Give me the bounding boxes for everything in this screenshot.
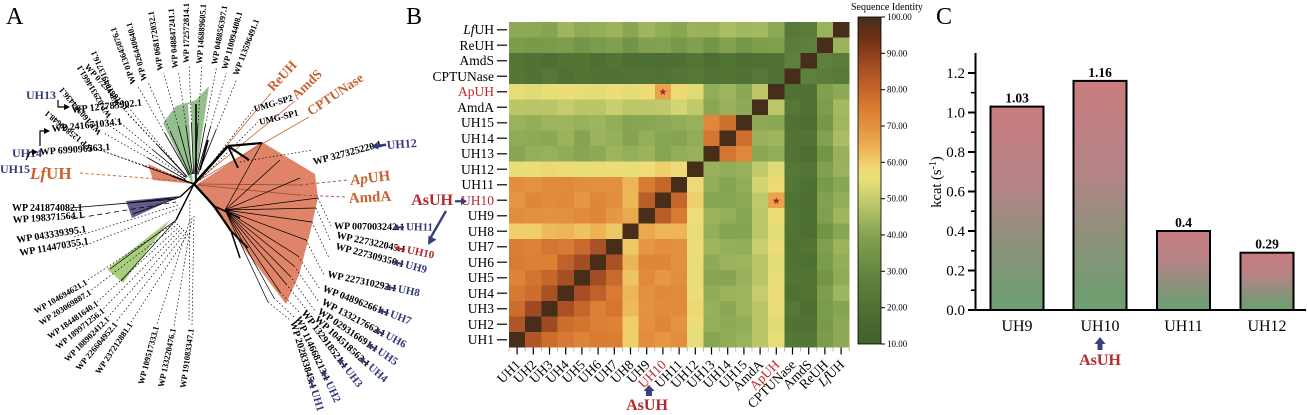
svg-text:UH3: UH3 (468, 301, 494, 316)
svg-text:UH10: UH10 (1080, 318, 1119, 335)
svg-text:UH5: UH5 (468, 270, 494, 285)
svg-text:0.29: 0.29 (1255, 237, 1279, 252)
svg-text:UH10: UH10 (406, 244, 436, 262)
svg-text:80.00: 80.00 (887, 85, 908, 95)
svg-text:70.00: 70.00 (887, 121, 908, 131)
svg-text:1.2: 1.2 (946, 66, 965, 82)
svg-text:0.8: 0.8 (946, 145, 965, 161)
svg-text:100.00: 100.00 (887, 12, 912, 22)
svg-text:UH10: UH10 (461, 193, 494, 208)
svg-text:UH11: UH11 (406, 221, 433, 233)
svg-text:UH13: UH13 (26, 88, 56, 102)
svg-text:90.00: 90.00 (887, 48, 908, 58)
svg-text:1.03: 1.03 (1005, 91, 1029, 106)
svg-text:0.4: 0.4 (946, 224, 965, 240)
svg-text:30.00: 30.00 (887, 266, 908, 276)
svg-text:10.00: 10.00 (887, 339, 908, 349)
svg-text:WP 241874082.1: WP 241874082.1 (12, 203, 83, 214)
svg-text:C: C (936, 4, 952, 30)
svg-text:UH12: UH12 (1247, 318, 1286, 335)
svg-text:ReUH: ReUH (460, 38, 495, 53)
svg-text:UH7: UH7 (468, 239, 494, 254)
svg-text:UH8: UH8 (468, 224, 494, 239)
svg-text:UH15: UH15 (461, 115, 494, 130)
svg-text:UH12: UH12 (386, 136, 417, 152)
svg-text:LfUH: LfUH (462, 22, 494, 37)
svg-text:AsUH: AsUH (626, 397, 668, 414)
svg-text:UH4: UH4 (468, 286, 494, 301)
svg-text:1.0: 1.0 (946, 106, 965, 122)
svg-text:★: ★ (772, 196, 781, 207)
svg-text:ApUH: ApUH (458, 84, 494, 99)
svg-text:WP 172572814.1: WP 172572814.1 (181, 3, 191, 63)
svg-text:WP 699096563.1: WP 699096563.1 (39, 142, 110, 158)
svg-text:UH15: UH15 (0, 162, 30, 176)
svg-text:UH11: UH11 (462, 177, 495, 192)
svg-text:UH6: UH6 (468, 255, 494, 270)
svg-text:UH13: UH13 (461, 146, 494, 161)
svg-text:1.16: 1.16 (1088, 65, 1112, 80)
svg-text:UH8: UH8 (397, 283, 422, 299)
svg-text:0.4: 0.4 (1175, 215, 1192, 230)
svg-text:AmdA: AmdA (348, 189, 391, 207)
svg-text:AmdA: AmdA (457, 100, 494, 115)
svg-text:UH9: UH9 (404, 259, 429, 276)
svg-text:AmdS: AmdS (459, 53, 494, 68)
svg-text:UH9: UH9 (468, 208, 494, 223)
svg-text:UH11: UH11 (1164, 318, 1203, 335)
svg-text:UH9: UH9 (1001, 318, 1032, 335)
svg-text:WP 007003242.1: WP 007003242.1 (334, 221, 405, 233)
svg-text:AsUH: AsUH (1079, 352, 1121, 369)
svg-text:UH14: UH14 (12, 146, 42, 160)
svg-text:20.00: 20.00 (887, 303, 908, 313)
svg-text:UH14: UH14 (461, 131, 494, 146)
svg-text:0.0: 0.0 (946, 303, 965, 319)
svg-text:60.00: 60.00 (887, 157, 908, 167)
svg-text:50.00: 50.00 (887, 194, 908, 204)
svg-text:40.00: 40.00 (887, 230, 908, 240)
svg-text:UH1: UH1 (468, 332, 494, 347)
svg-text:WP 198371564.1: WP 198371564.1 (12, 210, 83, 226)
svg-text:ApUH: ApUH (349, 168, 392, 189)
svg-text:AsUH: AsUH (411, 192, 453, 209)
svg-text:UH2: UH2 (468, 317, 494, 332)
svg-text:B: B (406, 4, 422, 30)
svg-text:0.6: 0.6 (946, 185, 965, 201)
svg-text:WP 048847241.1: WP 048847241.1 (166, 8, 180, 69)
svg-text:★: ★ (659, 87, 668, 98)
svg-text:A: A (6, 4, 24, 30)
svg-text:0.2: 0.2 (946, 264, 965, 280)
svg-text:WP 146889605.1: WP 146889605.1 (194, 4, 208, 65)
svg-text:LfUH: LfUH (29, 164, 72, 183)
svg-text:UH12: UH12 (461, 162, 494, 177)
svg-text:Sequence Identity: Sequence Identity (851, 2, 923, 13)
svg-text:CPTUNase: CPTUNase (433, 69, 495, 84)
